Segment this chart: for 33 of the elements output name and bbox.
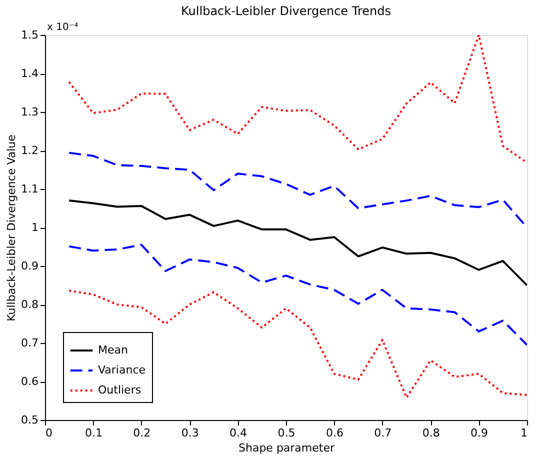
legend-label: Variance	[98, 364, 146, 376]
y-tick-label: 1	[32, 221, 38, 234]
legend-label: Outliers	[98, 384, 142, 396]
line-series	[68, 244, 527, 346]
x-tick-label: 0.5	[278, 426, 296, 440]
y-tick-label: 1.3	[21, 106, 38, 118]
x-tick-label: 1	[520, 426, 528, 440]
y-tick-label: 1.2	[21, 144, 38, 157]
text: x 10⁻⁴	[47, 22, 78, 33]
legend-label: Mean	[98, 344, 128, 356]
line-series	[68, 200, 527, 286]
x-tick-label: 0.3	[181, 426, 199, 440]
x-tick-label: 0	[46, 426, 52, 440]
y-tick-label: 1.4	[21, 67, 38, 80]
x-tick-label: 0.7	[374, 426, 392, 440]
y-tick-label: 0.6	[21, 375, 38, 388]
x-axis-title: Shape parameter	[238, 442, 335, 454]
x-tick-label: 0.9	[470, 426, 488, 440]
x-tick-label: 0.6	[326, 426, 344, 440]
x-tick-label: 0.1	[84, 426, 102, 440]
y-tick-label: 0.8	[21, 298, 38, 311]
y-tick-label: 1.5	[21, 28, 38, 42]
x-tick-label: 0.8	[422, 426, 440, 440]
y-tick-label: 0.5	[21, 414, 38, 426]
line-series	[68, 35, 527, 164]
y-tick-label: 1.1	[21, 182, 38, 196]
x-tick-label: 0.2	[133, 426, 151, 440]
chart-title: Kullback-Leibler Divergence Trends	[181, 4, 391, 18]
y-tick-label: 0.9	[21, 260, 38, 272]
x-tick-label: 0.4	[230, 426, 248, 440]
y-axis-title: Kullback-Leibler Divergence Value	[5, 134, 18, 322]
line-series	[68, 290, 527, 399]
y-tick-label: 0.7	[21, 336, 38, 350]
